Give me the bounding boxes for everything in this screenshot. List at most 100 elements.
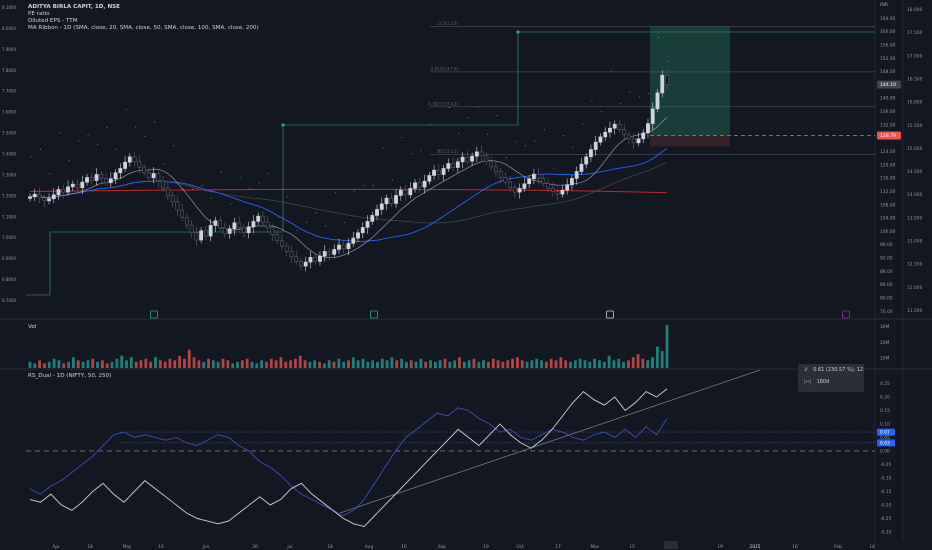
candle-body xyxy=(280,240,284,247)
volume-axis-tick: 10M xyxy=(880,356,890,362)
volume-bar xyxy=(100,360,104,368)
left-axis-tick: 7.9000 xyxy=(2,47,16,52)
volume-bar xyxy=(419,358,423,368)
price-tag-label: 144.10 xyxy=(880,82,896,88)
indicator-pe-ratio[interactable]: PE ratio xyxy=(28,11,50,17)
volume-bar xyxy=(86,360,90,368)
volume-bar xyxy=(641,358,645,368)
candle-body xyxy=(650,108,655,124)
candle-body xyxy=(246,226,251,234)
secondary-axis-tick: 13.000 xyxy=(907,239,923,245)
time-axis-tick: 17 xyxy=(555,544,561,550)
secondary-axis-tick: 18.000 xyxy=(907,7,923,13)
time-axis-tick: 16 xyxy=(158,544,164,550)
step-line-b xyxy=(175,31,875,233)
pe-ratio-dot xyxy=(439,150,441,152)
volume-bar xyxy=(501,361,505,368)
volume-bar xyxy=(144,358,148,368)
candle-body xyxy=(142,166,146,174)
left-axis-tick: 8.0000 xyxy=(2,26,16,31)
volume-bar xyxy=(303,360,307,368)
volume-bar xyxy=(607,355,611,368)
volume-bar xyxy=(168,358,172,368)
volume-bar xyxy=(28,361,32,368)
volume-bar xyxy=(462,361,466,368)
volume-bar xyxy=(414,361,418,368)
volume-bar xyxy=(178,355,181,368)
candle-body xyxy=(99,174,104,179)
volume-bar xyxy=(125,360,128,368)
candle-body xyxy=(341,244,346,250)
candle-body xyxy=(598,136,603,143)
candle-body xyxy=(299,261,303,267)
candle-body xyxy=(265,221,270,228)
pe-ratio-dot xyxy=(515,141,517,143)
secondary-axis-tick: 16.500 xyxy=(907,76,923,82)
price-axis-tick: 80.00 xyxy=(880,296,893,302)
volume-bar xyxy=(255,363,259,368)
left-axis-tick: 7.6000 xyxy=(2,110,16,115)
candle-body xyxy=(189,224,194,234)
pe-ratio-dot xyxy=(211,197,213,199)
pe-ratio-dot xyxy=(638,96,640,98)
rs-axis-tick: -0.10 xyxy=(880,475,892,481)
volume-bar xyxy=(405,361,408,368)
candle-body xyxy=(208,225,213,237)
volume-bar xyxy=(376,361,379,368)
volume-bar xyxy=(110,361,114,368)
volume-bar xyxy=(626,360,630,368)
volume-bar xyxy=(651,357,654,368)
indicator-diluted-eps[interactable]: Diluted EPS - TTM xyxy=(28,18,78,24)
price-axis-tick: 88.00 xyxy=(880,269,893,275)
symbol-title[interactable]: ADITYA BIRLA CAPIT, 1D, NSE xyxy=(28,4,120,10)
volume-bar xyxy=(221,358,225,368)
time-axis-tick: 20 xyxy=(252,544,258,550)
volume-bar xyxy=(289,360,292,368)
indicator-ma-ribbon[interactable]: MA Ribbon - 1D (SMA, close, 20, SMA, clo… xyxy=(28,25,259,31)
candle-body xyxy=(151,173,156,179)
candle-body xyxy=(379,203,384,210)
volume-bar xyxy=(192,357,196,368)
volume-bar xyxy=(240,360,244,368)
pe-ratio-dot xyxy=(49,173,51,175)
volume-pane-label[interactable]: Vol xyxy=(28,324,37,330)
time-axis-tick: 14 xyxy=(869,544,875,550)
candle-body xyxy=(493,166,498,173)
volume-bar xyxy=(105,363,109,368)
candle-body xyxy=(560,189,565,195)
price-axis-tick: 160.00 xyxy=(880,29,896,35)
volume-bar xyxy=(187,349,191,368)
candle-body xyxy=(436,169,441,175)
candle-body xyxy=(484,155,489,162)
rs-axis-tick: -0.30 xyxy=(880,529,892,535)
left-axis-tick: 6.9000 xyxy=(2,256,16,261)
pe-ratio-dot xyxy=(287,196,289,198)
volume-bar xyxy=(491,358,495,368)
volume-bar xyxy=(149,361,153,368)
price-axis-tick: 76.00 xyxy=(880,309,893,315)
volume-bar xyxy=(33,363,37,368)
rs-pane-label[interactable]: RS_Dual - 1D (NIFTY, 50, 250) xyxy=(28,373,112,379)
pe-ratio-dot xyxy=(315,212,317,214)
candle-body xyxy=(479,151,484,157)
candle-body xyxy=(28,196,32,199)
volume-bar xyxy=(129,357,133,368)
step-node xyxy=(281,123,285,127)
measure-tooltip: ⇵ 0.61 (230.57 %), 12 |↔| 180d xyxy=(798,364,864,392)
volume-bar xyxy=(120,355,124,368)
candle-body xyxy=(118,168,123,174)
volume-bar xyxy=(139,360,143,368)
pe-ratio-dot xyxy=(410,153,412,155)
pe-ratio-dot xyxy=(572,146,574,148)
price-axis-tick: 92.00 xyxy=(880,256,893,262)
volume-bar xyxy=(602,361,606,368)
pe-ratio-dot xyxy=(467,117,469,119)
candle-body xyxy=(213,220,218,226)
candle-body xyxy=(384,197,389,205)
secondary-axis-tick: 15.000 xyxy=(907,146,923,152)
pe-ratio-dot xyxy=(524,145,526,147)
secondary-axis-tick: 14.000 xyxy=(907,192,923,198)
volume-bar xyxy=(76,360,80,368)
pe-ratio-dot xyxy=(534,140,536,142)
